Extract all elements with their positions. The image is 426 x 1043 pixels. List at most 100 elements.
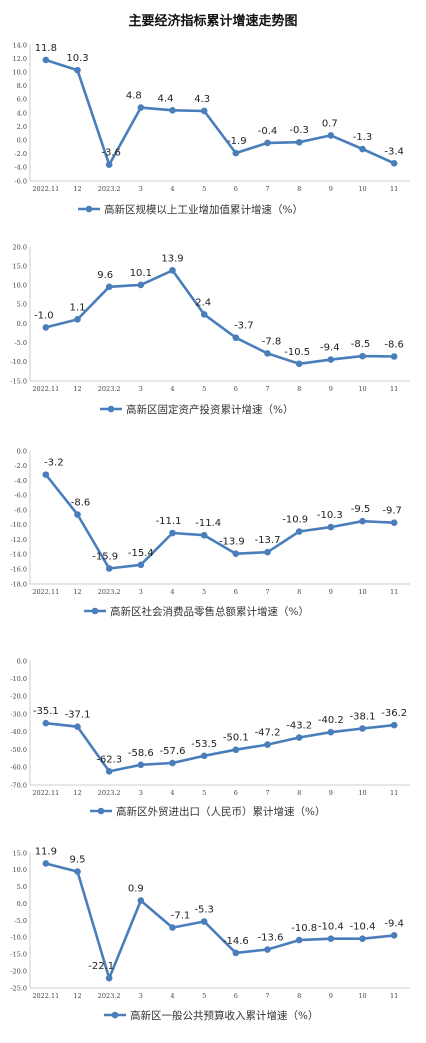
x-tick-label: 8 bbox=[297, 185, 301, 193]
data-label: -3.7 bbox=[234, 321, 254, 332]
x-tick-label: 3 bbox=[139, 789, 143, 797]
data-label: 0.9 bbox=[128, 884, 144, 895]
x-tick-label: 6 bbox=[234, 185, 238, 193]
data-point bbox=[169, 924, 176, 931]
data-point bbox=[264, 946, 271, 953]
data-point bbox=[105, 768, 113, 775]
x-tick-label: 8 bbox=[297, 789, 301, 797]
y-tick-label: -10.0 bbox=[10, 675, 27, 683]
data-label: -0.4 bbox=[258, 126, 278, 137]
legend: 高新区固定资产投资累计增速（%） bbox=[100, 403, 293, 416]
x-tick-label: 5 bbox=[202, 385, 206, 393]
y-tick-label: -25.0 bbox=[10, 984, 27, 992]
data-label: -11.4 bbox=[195, 518, 221, 529]
data-label: -1.0 bbox=[34, 310, 54, 321]
data-point bbox=[359, 517, 366, 525]
x-tick-label: 12 bbox=[73, 992, 81, 1000]
data-point bbox=[295, 734, 303, 741]
data-label: -62.3 bbox=[96, 754, 122, 765]
data-label: -13.9 bbox=[219, 537, 245, 548]
y-tick-label: -16.0 bbox=[10, 566, 27, 574]
data-label: -9.7 bbox=[382, 506, 402, 517]
data-label: -57.6 bbox=[160, 746, 186, 757]
data-label: 13.9 bbox=[161, 253, 183, 264]
data-point bbox=[359, 145, 366, 153]
legend-marker bbox=[85, 205, 93, 213]
x-tick-label: 4 bbox=[170, 185, 174, 193]
y-tick-label: 0.0 bbox=[17, 137, 27, 145]
x-tick-label: 11 bbox=[390, 588, 398, 596]
x-tick-label: 8 bbox=[297, 588, 301, 596]
data-point bbox=[137, 897, 145, 904]
data-label: -10.3 bbox=[317, 510, 343, 521]
x-tick-label: 2023.2 bbox=[98, 992, 121, 1000]
data-point bbox=[295, 528, 303, 535]
series-line bbox=[44, 473, 395, 570]
data-label: 0.7 bbox=[322, 118, 338, 129]
y-tick-label: -2.0 bbox=[14, 462, 27, 470]
data-label: -3.4 bbox=[384, 146, 404, 157]
legend-marker bbox=[107, 405, 115, 413]
x-tick-label: 3 bbox=[139, 185, 143, 193]
x-tick-label: 5 bbox=[202, 588, 206, 596]
data-point bbox=[169, 106, 176, 114]
data-point bbox=[169, 267, 176, 274]
x-tick-label: 2022.11 bbox=[32, 588, 59, 596]
data-label: -1.9 bbox=[227, 136, 247, 147]
x-tick-label: 9 bbox=[329, 992, 333, 1000]
chart-5: 15.0 10.0 5.0 0.0 -5.0 -10.0 -15.0 -20.0 -25.0 20… bbox=[10, 846, 410, 1022]
data-label: 9.5 bbox=[70, 855, 86, 866]
data-point bbox=[390, 519, 398, 526]
data-label: -50.1 bbox=[223, 733, 249, 744]
data-point bbox=[74, 511, 81, 518]
y-tick-label: -4.0 bbox=[14, 477, 27, 485]
data-label: -43.2 bbox=[286, 721, 312, 732]
data-point bbox=[200, 918, 208, 925]
y-tick-label: 0.0 bbox=[17, 900, 27, 908]
data-label: -5.3 bbox=[194, 905, 214, 916]
data-label: -0.3 bbox=[289, 125, 309, 136]
x-tick-label: 7 bbox=[265, 789, 269, 797]
y-tick-label: 20.0 bbox=[13, 243, 27, 251]
y-tick-label: 15.0 bbox=[13, 262, 27, 270]
y-tick-label: -6.0 bbox=[14, 177, 27, 185]
data-point bbox=[390, 721, 398, 729]
x-tick-label: 9 bbox=[329, 385, 333, 393]
data-point bbox=[105, 565, 113, 572]
data-point bbox=[105, 283, 113, 291]
data-point bbox=[264, 741, 271, 748]
data-label: -36.2 bbox=[381, 708, 407, 719]
x-tick-label: 8 bbox=[297, 385, 301, 393]
data-point bbox=[232, 149, 240, 157]
data-label: -1.3 bbox=[353, 132, 373, 143]
data-label: -10.5 bbox=[284, 347, 310, 358]
x-tick-label: 11 bbox=[390, 385, 398, 393]
y-tick-label: 0.0 bbox=[17, 447, 27, 455]
x-tick-label: 10 bbox=[358, 185, 366, 193]
data-label: -7.8 bbox=[262, 336, 282, 347]
y-tick-label: -10.0 bbox=[10, 358, 27, 366]
data-point bbox=[42, 719, 50, 727]
x-tick-label: 5 bbox=[202, 789, 206, 797]
data-label: -7.1 bbox=[171, 911, 191, 922]
y-tick-label: -4.0 bbox=[14, 164, 27, 172]
data-label: -47.2 bbox=[255, 728, 281, 739]
data-label: 4.4 bbox=[158, 93, 174, 104]
data-label: 4.8 bbox=[126, 91, 142, 102]
data-point bbox=[137, 561, 145, 569]
x-tick-label: 2022.11 bbox=[32, 185, 59, 193]
legend-label: 高新区规模以上工业增加值累计增速（%） bbox=[104, 203, 303, 216]
data-label: -9.5 bbox=[351, 504, 371, 515]
data-label: -8.6 bbox=[384, 339, 404, 350]
legend-label: 高新区固定资产投资累计增速（%） bbox=[126, 403, 293, 416]
y-tick-label: -5.0 bbox=[14, 339, 27, 347]
x-tick-label: 10 bbox=[358, 588, 366, 596]
x-tick-label: 2022.11 bbox=[32, 992, 59, 1000]
data-point bbox=[42, 471, 50, 478]
y-tick-label: 10.0 bbox=[13, 69, 27, 77]
data-point bbox=[200, 531, 208, 539]
x-tick-label: 3 bbox=[139, 588, 143, 596]
y-tick-label: -5.0 bbox=[14, 917, 27, 925]
